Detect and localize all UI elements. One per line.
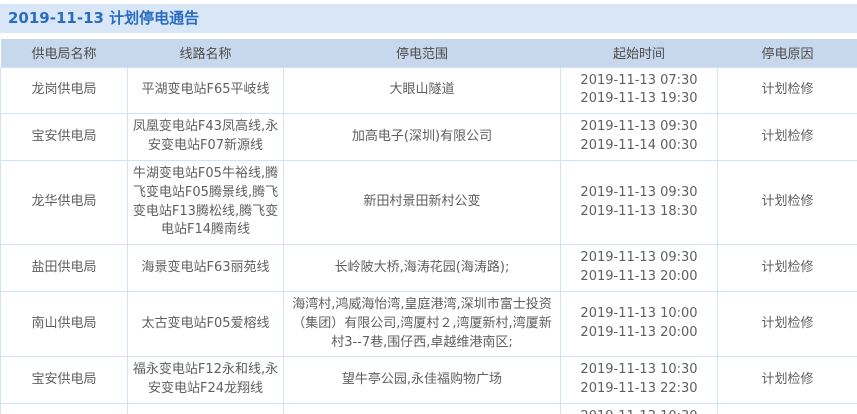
cell-line: 牛湖变电站F05牛裕线,腾飞变电站F05腾景线,腾飞变电站F13腾松线,腾飞变电… xyxy=(127,159,284,246)
cell-reason: 计划检修 xyxy=(717,290,857,358)
start-time: 2019-11-13 07:30 xyxy=(580,72,698,88)
start-time: 2019-11-13 10:30 xyxy=(565,408,713,414)
cell-start-time: 2019-11-13 10:00 2019-11-13 20:00 xyxy=(560,290,718,358)
cell-start-time: 2019-11-13 10:30 2019-11-13 20:00 xyxy=(560,403,718,414)
table-row: 宝安供电局 凤凰变电站F43凤高线,永安变电站F07新源线 加高电子(深圳)有限… xyxy=(0,113,857,161)
cell-bureau: 南山供电局 xyxy=(0,403,128,414)
end-time: 2019-11-13 18:30 xyxy=(580,203,698,219)
page-title: 2019-11-13 计划停电通告 xyxy=(0,4,857,33)
cell-bureau: 盐田供电局 xyxy=(0,244,128,292)
cell-line: 福永变电站F12永和线,永安变电站F24龙翔线 xyxy=(127,356,284,405)
column-header-reason: 停电原因 xyxy=(717,39,857,67)
cell-line: 海景变电站F63丽苑线 xyxy=(127,244,284,292)
end-time: 2019-11-14 00:30 xyxy=(580,138,698,154)
table-row: 南山供电局 太古变电站F05爱榕线 海湾村,鸿威海怡湾,皇庭港湾,深圳市富士投资… xyxy=(0,290,857,358)
cell-start-time: 2019-11-13 09:30 2019-11-14 00:30 xyxy=(560,113,718,161)
cell-bureau: 龙华供电局 xyxy=(0,159,128,246)
cell-line: 平湖变电站F65平岐线 xyxy=(127,66,284,115)
cell-start-time: 2019-11-13 09:30 2019-11-13 20:00 xyxy=(560,244,718,292)
cell-scope: 望牛亭公园,永佳福购物广场 xyxy=(283,356,561,405)
cell-reason: 计划检修 xyxy=(717,66,857,115)
outage-table: 供电局名称 线路名称 停电范围 起始时间 停电原因 龙岗供电局 平湖变电站F65… xyxy=(0,39,857,414)
cell-start-time: 2019-11-13 10:30 2019-11-13 22:30 xyxy=(560,356,718,405)
column-header-start-time: 起始时间 xyxy=(560,39,718,67)
table-row: 宝安供电局 福永变电站F12永和线,永安变电站F24龙翔线 望牛亭公园,永佳福购… xyxy=(0,356,857,405)
cell-scope: 长岭陂大桥,海涛花园(海涛路); xyxy=(283,244,561,292)
cell-scope: 新田村景田新村公变 xyxy=(283,159,561,246)
cell-scope: 方兴达加油站 xyxy=(283,403,561,414)
start-time: 2019-11-13 10:00 xyxy=(580,306,698,322)
column-header-bureau: 供电局名称 xyxy=(0,39,128,67)
cell-line: 太古变电站F05爱榕线 xyxy=(127,290,284,358)
cell-bureau: 宝安供电局 xyxy=(0,356,128,405)
start-time: 2019-11-13 09:30 xyxy=(580,250,698,266)
end-time: 2019-11-13 20:00 xyxy=(580,269,698,285)
end-time: 2019-11-13 19:30 xyxy=(580,91,698,107)
cell-scope: 海湾村,鸿威海怡湾,皇庭港湾,深圳市富士投资（集团）有限公司,湾厦村２,湾厦新村… xyxy=(283,290,561,358)
table-row: 龙岗供电局 平湖变电站F65平岐线 大眼山隧道 2019-11-13 07:30… xyxy=(0,66,857,115)
end-time: 2019-11-13 20:00 xyxy=(580,325,698,341)
end-time: 2019-11-13 22:30 xyxy=(580,381,698,397)
table-row: 龙华供电局 牛湖变电站F05牛裕线,腾飞变电站F05腾景线,腾飞变电站F13腾松… xyxy=(0,159,857,246)
title-table-divider xyxy=(0,33,857,39)
outage-table-header: 供电局名称 线路名称 停电范围 起始时间 停电原因 xyxy=(0,39,857,67)
cell-reason: 计划检修 xyxy=(717,159,857,246)
table-row: 南山供电局 沙河变电站F07美芝线 方兴达加油站 2019-11-13 10:3… xyxy=(0,403,857,414)
cell-scope: 大眼山隧道 xyxy=(283,66,561,115)
cell-reason: 计划检修 xyxy=(717,356,857,405)
cell-reason: 计划检修 xyxy=(717,244,857,292)
cell-line: 凤凰变电站F43凤高线,永安变电站F07新源线 xyxy=(127,113,284,161)
cell-scope: 加高电子(深圳)有限公司 xyxy=(283,113,561,161)
start-time: 2019-11-13 09:30 xyxy=(580,184,698,200)
cell-bureau: 宝安供电局 xyxy=(0,113,128,161)
cell-bureau: 南山供电局 xyxy=(0,290,128,358)
cell-line: 沙河变电站F07美芝线 xyxy=(127,403,284,414)
cell-reason: 计划检修 xyxy=(717,403,857,414)
cell-reason: 计划检修 xyxy=(717,113,857,161)
column-header-scope: 停电范围 xyxy=(283,39,561,67)
column-header-line: 线路名称 xyxy=(127,39,284,67)
cell-start-time: 2019-11-13 09:30 2019-11-13 18:30 xyxy=(560,159,718,246)
start-time: 2019-11-13 10:30 xyxy=(580,362,698,378)
cell-bureau: 龙岗供电局 xyxy=(0,66,128,115)
cell-start-time: 2019-11-13 07:30 2019-11-13 19:30 xyxy=(560,66,718,115)
table-row: 盐田供电局 海景变电站F63丽苑线 长岭陂大桥,海涛花园(海涛路); 2019-… xyxy=(0,244,857,292)
start-time: 2019-11-13 09:30 xyxy=(580,119,698,135)
